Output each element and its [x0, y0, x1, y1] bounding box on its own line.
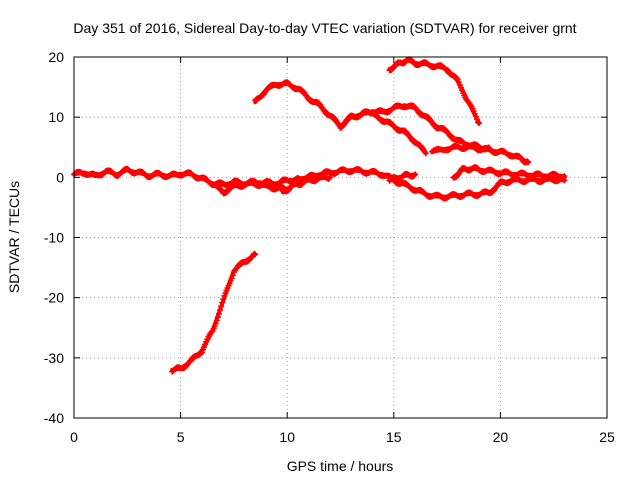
x-tick-label: 15: [386, 429, 402, 445]
data-point: [471, 110, 478, 117]
x-tick-label: 10: [279, 429, 295, 445]
y-tick-label: -20: [44, 290, 64, 306]
x-axis-label: GPS time / hours: [287, 458, 394, 474]
series-arc-bump-10: [279, 173, 333, 195]
data-point: [525, 159, 532, 166]
x-tick-label: 25: [599, 429, 615, 445]
y-tick-label: -40: [44, 410, 64, 426]
series-arc-peak-10: [252, 79, 376, 131]
axis-ticks: 0 5 10 15 20 25 -40 -30 -20 -10 0 10 20: [44, 49, 615, 445]
y-tick-label: 10: [48, 109, 64, 125]
data-point: [252, 251, 259, 258]
plot-frame: [73, 56, 608, 419]
data-point: [228, 275, 235, 282]
data-point: [561, 173, 568, 180]
data-point: [217, 307, 224, 314]
series-arc-low-rise: [169, 250, 259, 375]
data-series: [71, 56, 568, 375]
data-point: [326, 174, 333, 181]
series-arc-baseline-right: [294, 166, 568, 202]
data-point: [197, 350, 204, 357]
data-point: [220, 296, 227, 303]
data-point: [215, 310, 222, 317]
series-arc-baseline-left: [71, 165, 301, 189]
y-tick-label: -10: [44, 230, 64, 246]
data-point: [476, 120, 483, 127]
y-tick-label: -30: [44, 350, 64, 366]
data-point: [213, 317, 220, 324]
data-point: [422, 150, 429, 157]
y-axis-label: SDTVAR / TECUs: [6, 181, 22, 293]
data-point: [229, 272, 236, 279]
data-point: [475, 119, 482, 126]
data-point: [219, 299, 226, 306]
chart-title: Day 351 of 2016, Sidereal Day-to-day VTE…: [73, 20, 576, 36]
data-point: [455, 79, 462, 86]
data-point: [457, 84, 464, 91]
x-tick-label: 5: [177, 429, 185, 445]
series-arc-small-15: [386, 170, 419, 184]
data-point: [208, 329, 215, 336]
data-point: [412, 171, 419, 178]
data-point: [212, 320, 219, 327]
grid-lines: [74, 57, 607, 418]
data-point: [472, 113, 479, 120]
y-tick-label: 20: [48, 49, 64, 65]
data-point: [411, 172, 418, 179]
series-line: [170, 252, 258, 372]
series-arc-drop-15: [369, 109, 429, 157]
x-tick-label: 0: [70, 429, 78, 445]
data-point: [456, 81, 463, 88]
data-point: [214, 314, 221, 321]
x-tick-label: 20: [493, 429, 509, 445]
series-arc-tail-20: [429, 142, 532, 166]
series-arc-step-18: [450, 164, 568, 181]
y-tick-label: 0: [56, 169, 64, 185]
data-point: [218, 303, 225, 310]
data-point: [473, 116, 480, 123]
data-point: [221, 292, 228, 299]
series-arc-top-16: [386, 56, 483, 127]
